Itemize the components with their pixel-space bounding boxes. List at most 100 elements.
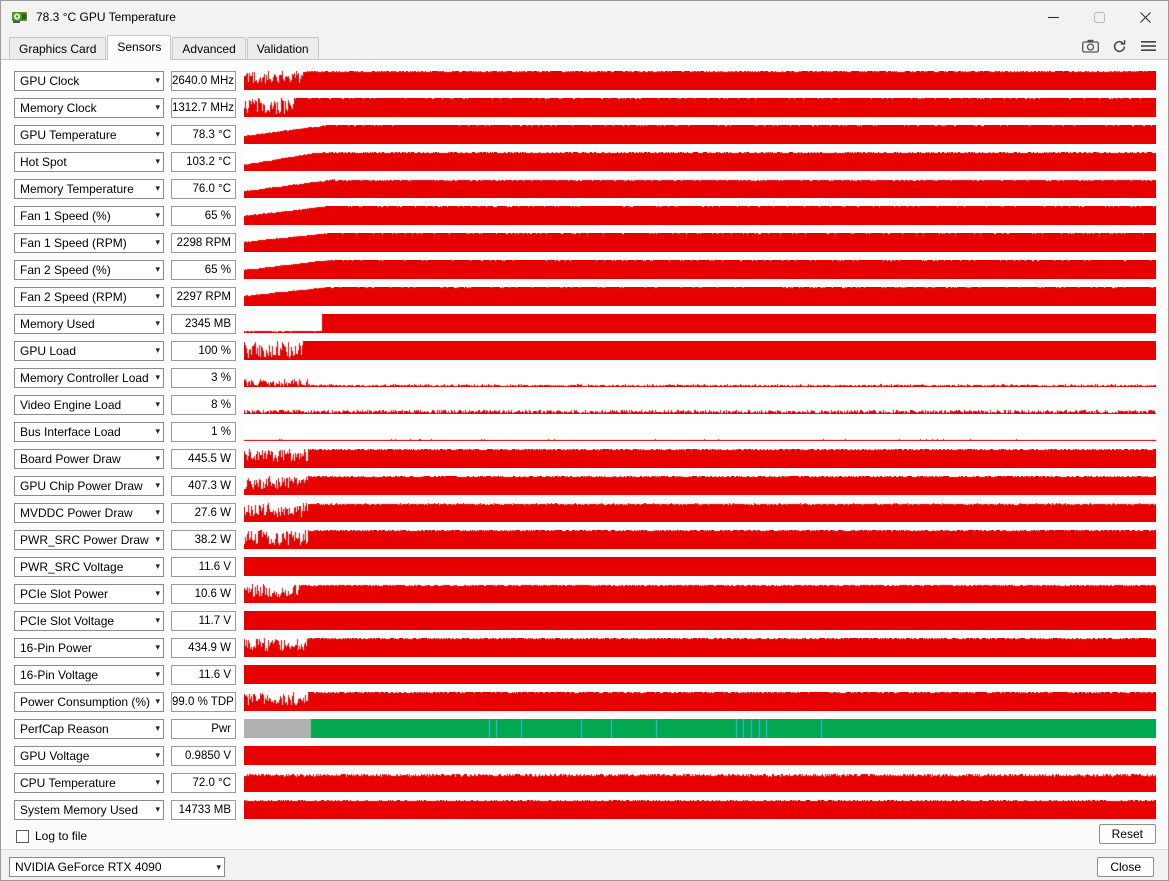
- sensor-row-board-power-draw: Board Power Draw ▾ 445.5 W: [1, 445, 1168, 472]
- chevron-down-icon: ▾: [155, 561, 160, 571]
- sensor-value-fan-1-speed-rpm[interactable]: 2298 RPM: [171, 232, 236, 253]
- sensor-value-memory-used[interactable]: 2345 MB: [171, 313, 236, 334]
- gpu-selector[interactable]: NVIDIA GeForce RTX 4090 ▾: [9, 857, 225, 877]
- sensor-name: Fan 1 Speed (%): [20, 208, 111, 223]
- sensor-select-pcie-slot-power[interactable]: PCIe Slot Power ▾: [14, 583, 164, 604]
- sensor-graph-pcie-slot-power: [244, 584, 1156, 603]
- sensor-name: GPU Load: [20, 343, 77, 358]
- sensor-select-fan-2-speed-rpm[interactable]: Fan 2 Speed (RPM) ▾: [14, 286, 164, 307]
- tab-advanced[interactable]: Advanced: [172, 37, 246, 60]
- sensor-value-mvddc-power-draw[interactable]: 27.6 W: [171, 502, 236, 523]
- sensor-select-fan-1-speed[interactable]: Fan 1 Speed (%) ▾: [14, 205, 164, 226]
- sensor-value-16-pin-voltage[interactable]: 11.6 V: [171, 664, 236, 685]
- sensor-select-memory-controller-load[interactable]: Memory Controller Load ▾: [14, 367, 164, 388]
- sensor-name: GPU Voltage: [20, 748, 90, 763]
- sensor-select-gpu-chip-power-draw[interactable]: GPU Chip Power Draw ▾: [14, 475, 164, 496]
- sensor-name: Fan 2 Speed (RPM): [20, 289, 127, 304]
- sensor-value-video-engine-load[interactable]: 8 %: [171, 394, 236, 415]
- sensor-value-pcie-slot-power[interactable]: 10.6 W: [171, 583, 236, 604]
- sensor-value-16-pin-power[interactable]: 434.9 W: [171, 637, 236, 658]
- sensor-select-gpu-temperature[interactable]: GPU Temperature ▾: [14, 124, 164, 145]
- sensor-name: Memory Temperature: [20, 181, 134, 196]
- sensor-name: Power Consumption (%): [20, 694, 151, 709]
- close-icon[interactable]: [1122, 1, 1168, 33]
- tab-validation[interactable]: Validation: [246, 37, 319, 60]
- sensor-value-memory-controller-load[interactable]: 3 %: [171, 367, 236, 388]
- sensor-select-video-engine-load[interactable]: Video Engine Load ▾: [14, 394, 164, 415]
- sensor-value-gpu-clock[interactable]: 2640.0 MHz: [171, 70, 236, 91]
- sensor-select-gpu-voltage[interactable]: GPU Voltage ▾: [14, 745, 164, 766]
- sensor-select-board-power-draw[interactable]: Board Power Draw ▾: [14, 448, 164, 469]
- menu-icon[interactable]: [1139, 38, 1158, 54]
- tab-sensors[interactable]: Sensors: [107, 35, 172, 60]
- sensor-row-gpu-voltage: GPU Voltage ▾ 0.9850 V: [1, 742, 1168, 769]
- sensor-row-memory-controller-load: Memory Controller Load ▾ 3 %: [1, 364, 1168, 391]
- sensor-select-perfcap-reason[interactable]: PerfCap Reason ▾: [14, 718, 164, 739]
- sensor-select-system-memory-used[interactable]: System Memory Used ▾: [14, 799, 164, 820]
- chevron-down-icon: ▾: [155, 318, 160, 328]
- sensor-select-16-pin-power[interactable]: 16-Pin Power ▾: [14, 637, 164, 658]
- tab-graphics-card[interactable]: Graphics Card: [9, 37, 107, 60]
- log-to-file-checkbox[interactable]: [16, 829, 29, 843]
- sensor-value-fan-1-speed[interactable]: 65 %: [171, 205, 236, 226]
- chevron-down-icon: ▾: [155, 453, 160, 463]
- chevron-down-icon: ▾: [155, 264, 160, 274]
- sensor-row-pwr-src-power-draw: PWR_SRC Power Draw ▾ 38.2 W: [1, 526, 1168, 553]
- sensor-value-gpu-load[interactable]: 100 %: [171, 340, 236, 361]
- bottombar: NVIDIA GeForce RTX 4090 ▾ Close: [1, 850, 1168, 880]
- sensor-row-gpu-temperature: GPU Temperature ▾ 78.3 °C: [1, 121, 1168, 148]
- chevron-down-icon: ▾: [155, 615, 160, 625]
- sensor-name: PWR_SRC Voltage: [20, 559, 124, 574]
- sensor-value-pwr-src-voltage[interactable]: 11.6 V: [171, 556, 236, 577]
- sensor-value-pwr-src-power-draw[interactable]: 38.2 W: [171, 529, 236, 550]
- sensor-value-system-memory-used[interactable]: 14733 MB: [171, 799, 236, 820]
- sensor-select-mvddc-power-draw[interactable]: MVDDC Power Draw ▾: [14, 502, 164, 523]
- camera-icon[interactable]: [1081, 38, 1100, 54]
- sensor-value-power-consumption[interactable]: 99.0 % TDP: [171, 691, 236, 712]
- sensor-select-bus-interface-load[interactable]: Bus Interface Load ▾: [14, 421, 164, 442]
- sensor-value-memory-temperature[interactable]: 76.0 °C: [171, 178, 236, 199]
- sensor-select-memory-used[interactable]: Memory Used ▾: [14, 313, 164, 334]
- sensor-name: PerfCap Reason: [20, 721, 109, 736]
- sensor-select-16-pin-voltage[interactable]: 16-Pin Voltage ▾: [14, 664, 164, 685]
- sensor-value-gpu-voltage[interactable]: 0.9850 V: [171, 745, 236, 766]
- tab-toolbar: [1081, 38, 1158, 59]
- sensor-select-pcie-slot-voltage[interactable]: PCIe Slot Voltage ▾: [14, 610, 164, 631]
- chevron-down-icon: ▾: [155, 237, 160, 247]
- sensor-select-pwr-src-power-draw[interactable]: PWR_SRC Power Draw ▾: [14, 529, 164, 550]
- sensor-value-perfcap-reason[interactable]: Pwr: [171, 718, 236, 739]
- sensor-graph-cpu-temperature: [244, 773, 1156, 792]
- sensor-value-gpu-chip-power-draw[interactable]: 407.3 W: [171, 475, 236, 496]
- sensor-value-cpu-temperature[interactable]: 72.0 °C: [171, 772, 236, 793]
- sensor-graph-gpu-temperature: [244, 125, 1156, 144]
- sensor-value-memory-clock[interactable]: 1312.7 MHz: [171, 97, 236, 118]
- minimize-icon[interactable]: [1030, 1, 1076, 33]
- close-dialog-button[interactable]: Close: [1097, 857, 1154, 877]
- sensor-value-bus-interface-load[interactable]: 1 %: [171, 421, 236, 442]
- sensor-row-cpu-temperature: CPU Temperature ▾ 72.0 °C: [1, 769, 1168, 796]
- chevron-down-icon: ▾: [155, 534, 160, 544]
- sensor-select-fan-1-speed-rpm[interactable]: Fan 1 Speed (RPM) ▾: [14, 232, 164, 253]
- sensor-value-fan-2-speed[interactable]: 65 %: [171, 259, 236, 280]
- sensor-value-pcie-slot-voltage[interactable]: 11.7 V: [171, 610, 236, 631]
- sensor-name: MVDDC Power Draw: [20, 505, 133, 520]
- sensor-select-gpu-clock[interactable]: GPU Clock ▾: [14, 70, 164, 91]
- sensor-row-perfcap-reason: PerfCap Reason ▾ Pwr: [1, 715, 1168, 742]
- log-row: Log to file Reset: [1, 823, 1168, 849]
- sensor-value-board-power-draw[interactable]: 445.5 W: [171, 448, 236, 469]
- sensor-value-gpu-temperature[interactable]: 78.3 °C: [171, 124, 236, 145]
- refresh-icon[interactable]: [1110, 38, 1129, 54]
- sensor-select-hot-spot[interactable]: Hot Spot ▾: [14, 151, 164, 172]
- sensor-value-hot-spot[interactable]: 103.2 °C: [171, 151, 236, 172]
- chevron-down-icon: ▾: [155, 588, 160, 598]
- reset-button[interactable]: Reset: [1098, 824, 1156, 844]
- sensor-select-cpu-temperature[interactable]: CPU Temperature ▾: [14, 772, 164, 793]
- sensor-select-pwr-src-voltage[interactable]: PWR_SRC Voltage ▾: [14, 556, 164, 577]
- maximize-icon[interactable]: [1076, 1, 1122, 33]
- sensor-select-memory-clock[interactable]: Memory Clock ▾: [14, 97, 164, 118]
- sensor-select-memory-temperature[interactable]: Memory Temperature ▾: [14, 178, 164, 199]
- sensor-value-fan-2-speed-rpm[interactable]: 2297 RPM: [171, 286, 236, 307]
- sensor-select-gpu-load[interactable]: GPU Load ▾: [14, 340, 164, 361]
- sensor-select-fan-2-speed[interactable]: Fan 2 Speed (%) ▾: [14, 259, 164, 280]
- sensor-select-power-consumption[interactable]: Power Consumption (%) ▾: [14, 691, 164, 712]
